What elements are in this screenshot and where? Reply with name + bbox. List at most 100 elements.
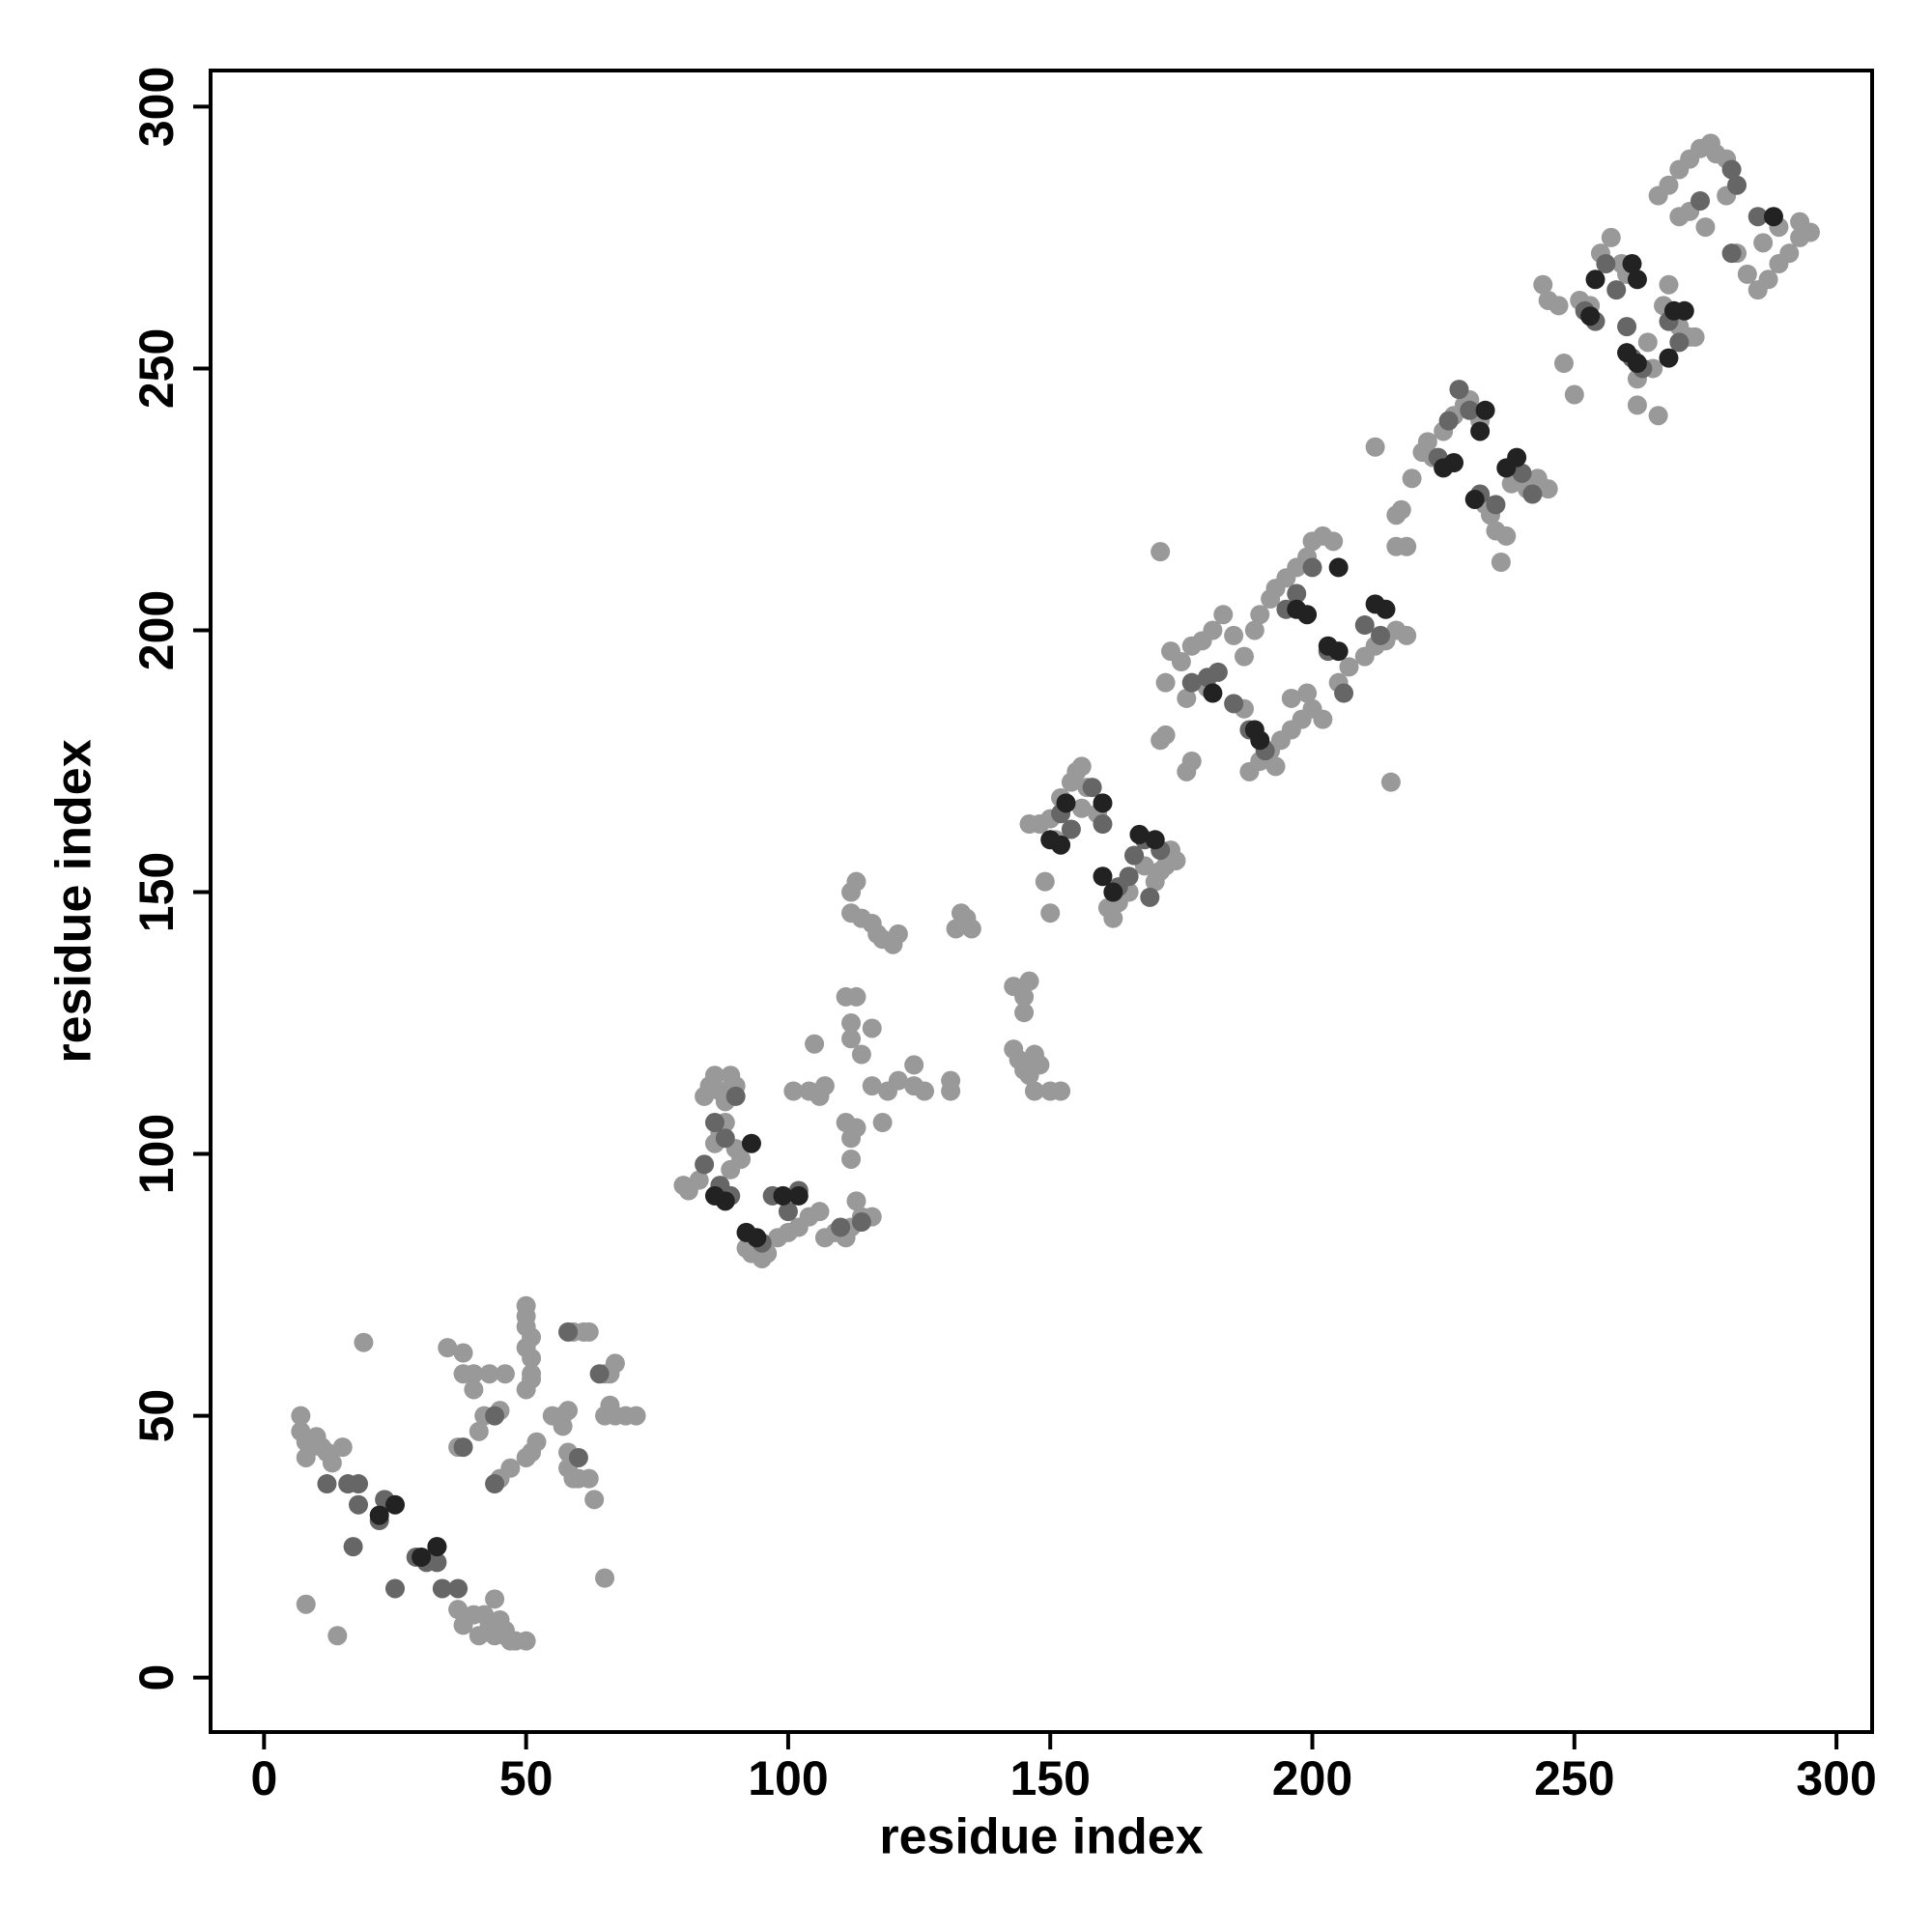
- point: [1224, 625, 1244, 645]
- point: [841, 1149, 862, 1169]
- point: [904, 1055, 924, 1075]
- point: [1580, 306, 1601, 327]
- point: [1721, 243, 1742, 264]
- point: [384, 1494, 405, 1515]
- point: [1166, 850, 1186, 870]
- point: [1224, 694, 1244, 714]
- point: [778, 1202, 798, 1222]
- point: [384, 1578, 405, 1599]
- point: [1155, 672, 1176, 693]
- point: [1171, 652, 1191, 672]
- point: [721, 1159, 741, 1179]
- point: [841, 882, 862, 902]
- point: [872, 1113, 893, 1133]
- point: [1061, 819, 1081, 839]
- point: [1287, 583, 1307, 604]
- point: [322, 1453, 342, 1473]
- point: [354, 1332, 374, 1352]
- point: [1181, 751, 1202, 771]
- point: [1627, 270, 1647, 290]
- point: [1244, 620, 1264, 640]
- point: [1250, 730, 1270, 751]
- point: [1491, 553, 1511, 573]
- x-tick-label: 0: [250, 1751, 277, 1805]
- point: [600, 1395, 620, 1415]
- y-tick-label: 300: [129, 67, 184, 147]
- point: [1695, 217, 1716, 238]
- point: [495, 1620, 515, 1640]
- point: [1014, 1003, 1035, 1023]
- point: [1323, 531, 1344, 552]
- point: [1051, 835, 1071, 855]
- point: [1198, 668, 1217, 688]
- point: [810, 1202, 830, 1222]
- point: [1486, 495, 1506, 515]
- x-axis-title: residue index: [879, 1809, 1203, 1865]
- point: [1376, 599, 1396, 619]
- point: [704, 1065, 724, 1086]
- point: [1648, 406, 1668, 426]
- point: [1763, 207, 1783, 227]
- point: [846, 1191, 867, 1211]
- point: [1496, 526, 1517, 546]
- point: [1391, 499, 1411, 520]
- point: [485, 1474, 505, 1494]
- x-tick-label: 100: [748, 1751, 828, 1805]
- point: [862, 1076, 882, 1096]
- point: [317, 1474, 337, 1494]
- point: [332, 1437, 353, 1458]
- point: [1596, 254, 1616, 274]
- point: [1339, 657, 1359, 677]
- point: [704, 1113, 724, 1133]
- point: [1753, 233, 1774, 253]
- point: [1779, 243, 1800, 264]
- point: [805, 1034, 825, 1054]
- point: [1449, 380, 1469, 400]
- point: [1181, 672, 1202, 693]
- point: [1690, 190, 1711, 211]
- point: [553, 1416, 573, 1436]
- point: [788, 1185, 809, 1206]
- point: [1533, 274, 1553, 295]
- point: [516, 1447, 536, 1467]
- point: [1669, 332, 1690, 353]
- point: [296, 1594, 316, 1614]
- point: [568, 1447, 588, 1467]
- point: [1140, 887, 1160, 907]
- point: [1601, 227, 1621, 247]
- point: [516, 1631, 536, 1651]
- point: [1548, 296, 1569, 316]
- point: [1627, 395, 1647, 415]
- point: [453, 1437, 473, 1458]
- point: [453, 1615, 473, 1635]
- point: [1470, 421, 1491, 441]
- point: [584, 1490, 605, 1510]
- y-tick-label: 200: [129, 590, 184, 670]
- point: [1522, 484, 1543, 504]
- point: [1674, 300, 1694, 321]
- point: [1281, 688, 1301, 708]
- point: [1365, 437, 1385, 457]
- point: [1051, 1081, 1071, 1101]
- point: [1659, 348, 1679, 368]
- point: [1035, 871, 1055, 892]
- point: [1606, 280, 1627, 300]
- point: [1151, 542, 1171, 562]
- point: [448, 1578, 469, 1599]
- point: [1056, 793, 1076, 813]
- point: [1203, 683, 1223, 703]
- point: [1328, 557, 1349, 578]
- point: [1071, 756, 1092, 777]
- point: [1397, 536, 1417, 556]
- point: [1071, 798, 1092, 818]
- point: [327, 1626, 348, 1646]
- point: [1082, 778, 1102, 798]
- point: [1507, 447, 1527, 468]
- point: [1119, 867, 1139, 887]
- point: [1024, 1044, 1044, 1065]
- point: [747, 1228, 767, 1248]
- point: [464, 1364, 484, 1384]
- point: [1380, 772, 1401, 792]
- point: [689, 1170, 709, 1190]
